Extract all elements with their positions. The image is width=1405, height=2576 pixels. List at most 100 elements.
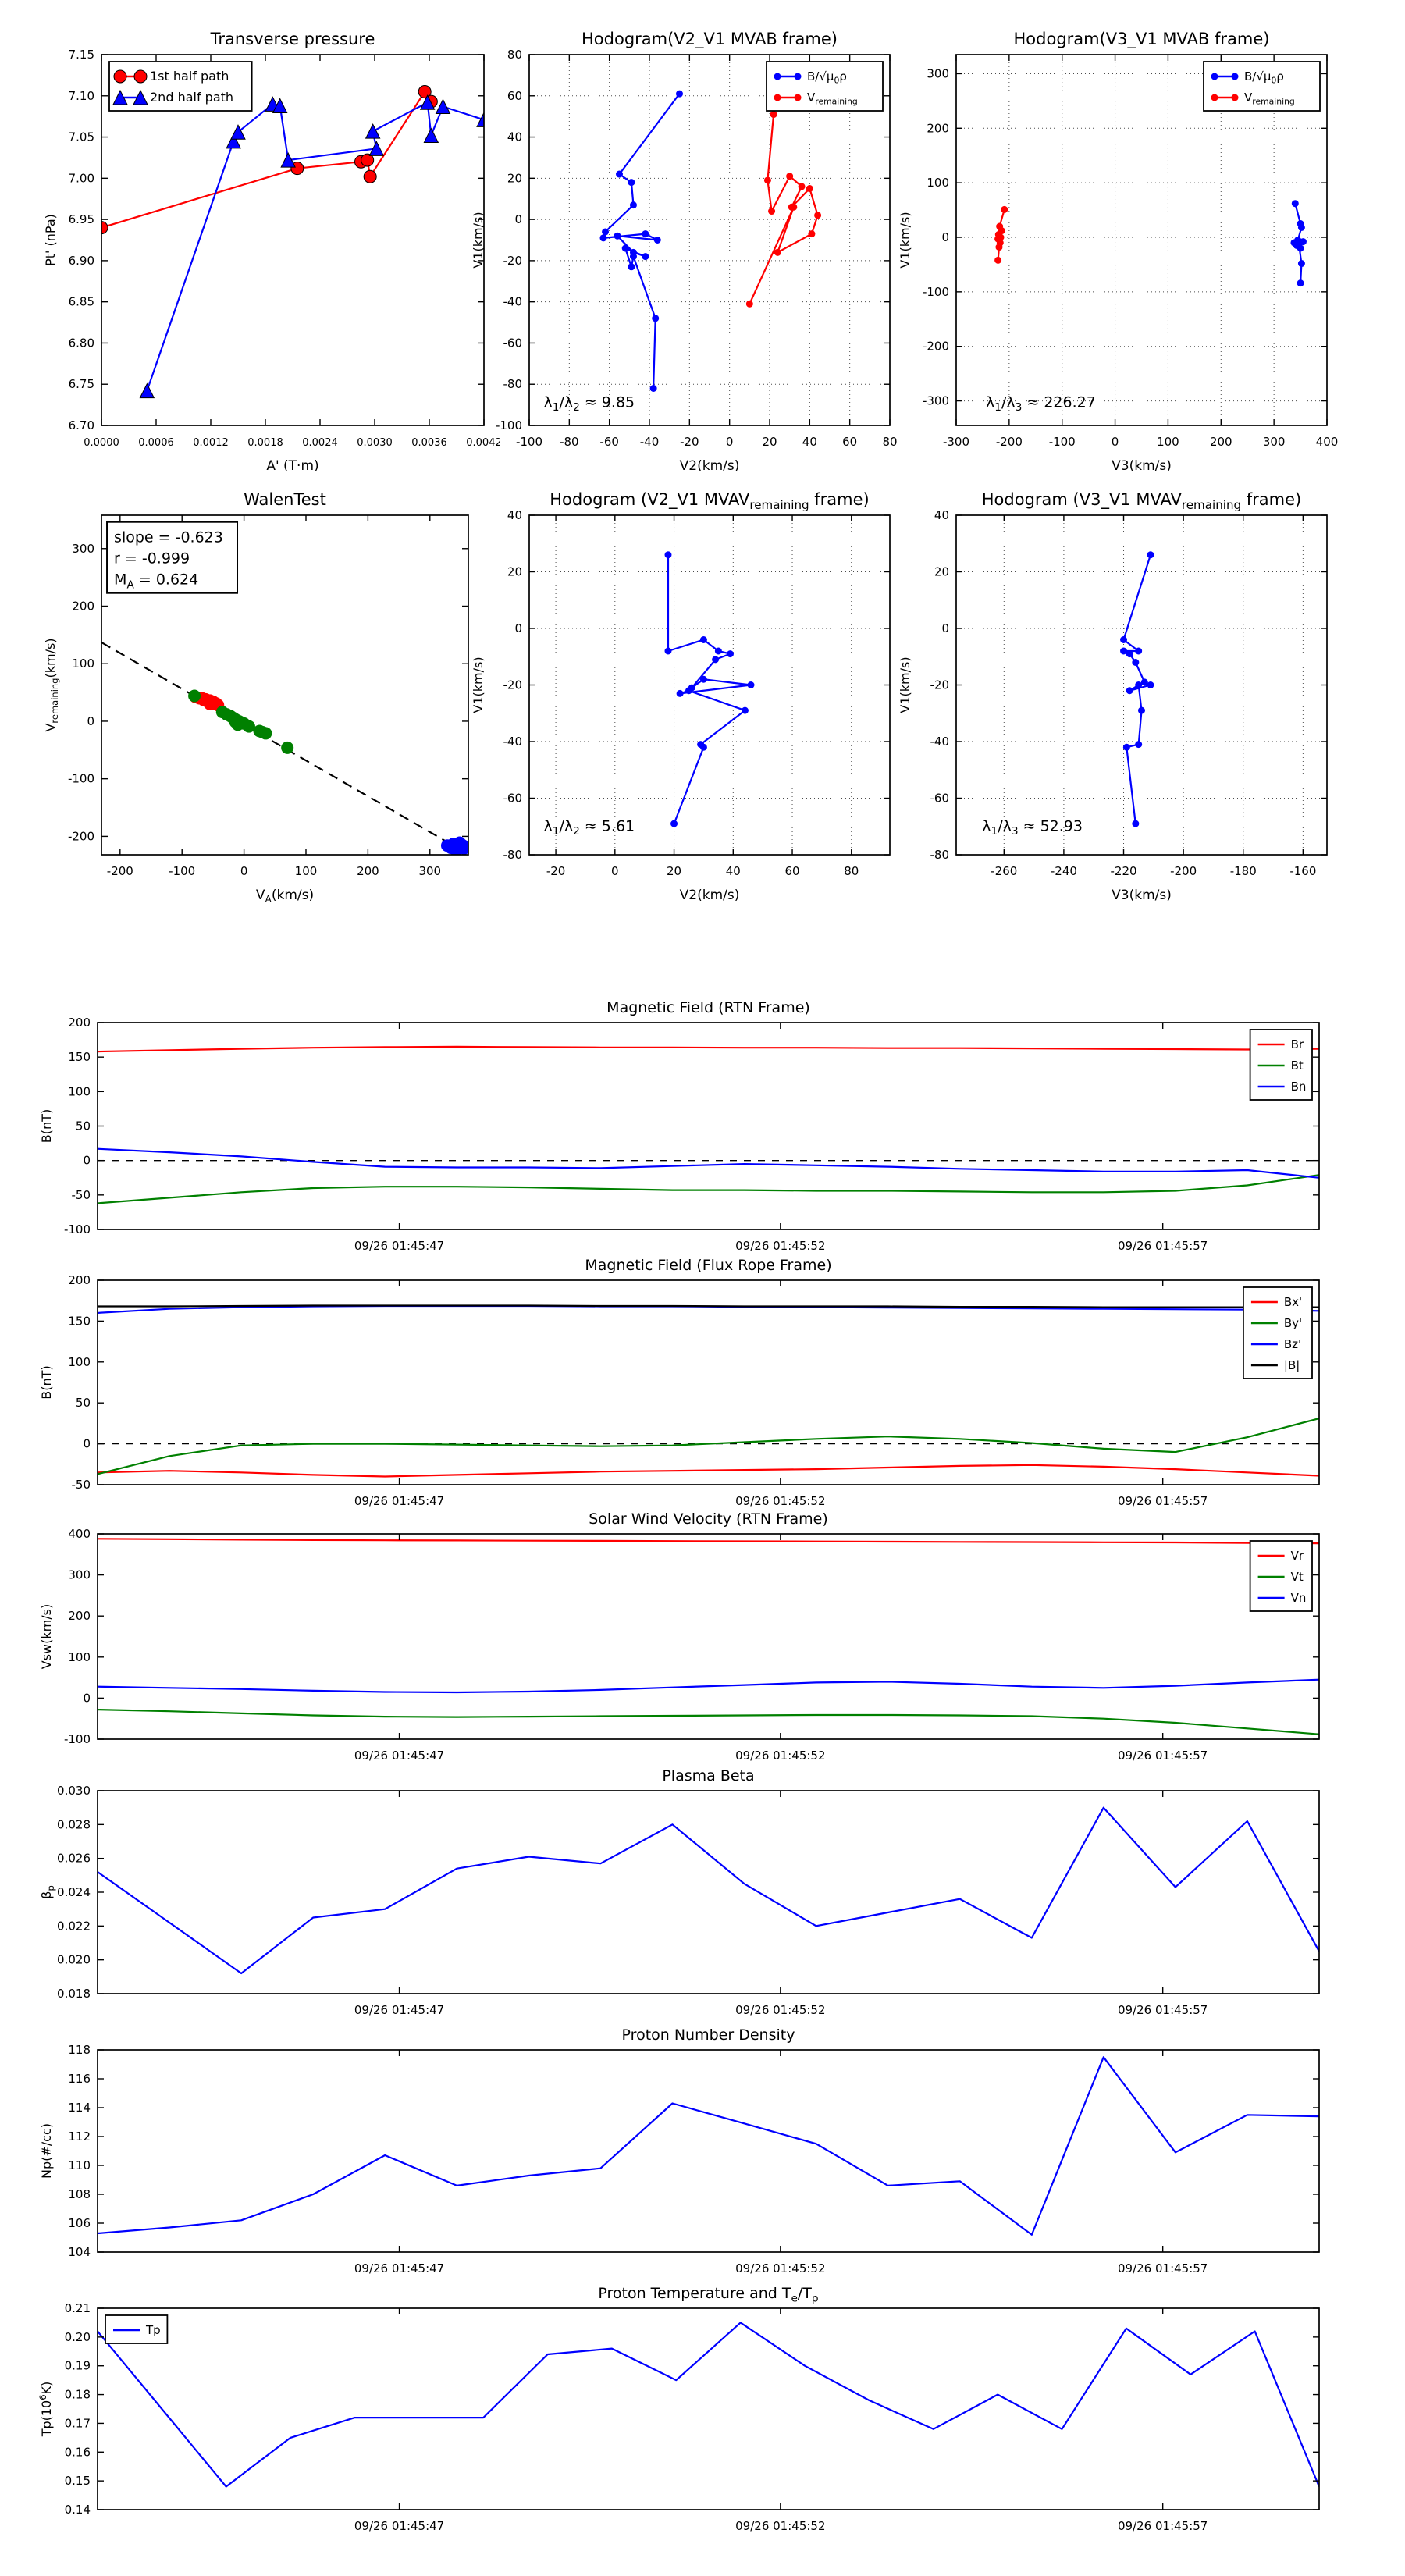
panel-hodogram-v3v1-mvab: -300 -200 -100 0 100 200 300 400 -300 -200 -100 0 10… xyxy=(898,30,1339,474)
ticks xyxy=(528,54,891,426)
ticks xyxy=(98,1022,1319,1230)
svg-text:0.026: 0.026 xyxy=(57,1852,91,1866)
legend: Bx' By' Bz' |B| xyxy=(1243,1286,1313,1379)
series-group xyxy=(98,2056,1319,2236)
chart-title: Magnetic Field (Flux Rope Frame) xyxy=(585,1257,831,1274)
svg-text:09/26 01:45:57: 09/26 01:45:57 xyxy=(1118,2003,1208,2017)
svg-text:Vremaining​: Vremaining​ xyxy=(1244,91,1295,107)
series-group xyxy=(98,2322,1319,2488)
ticks xyxy=(98,2049,1319,2253)
y-axis-label: V1(km/s) xyxy=(898,212,912,268)
y-axis-label: Pt' (nPa) xyxy=(43,214,58,266)
svg-text:-60: -60 xyxy=(503,336,523,350)
svg-text:0.028: 0.028 xyxy=(57,1817,91,1831)
series-group xyxy=(1120,551,1154,827)
svg-text:Tp: Tp xyxy=(145,2323,161,2337)
svg-text:0: 0 xyxy=(240,864,248,878)
svg-text:150: 150 xyxy=(68,1314,91,1328)
svg-text:-40: -40 xyxy=(503,295,523,309)
svg-text:0.17: 0.17 xyxy=(65,2416,91,2430)
svg-text:09/26 01:45:57: 09/26 01:45:57 xyxy=(1118,1749,1208,1763)
panel-hodogram-v2v1-mvab: -100 -80 -60 -40 -20 0 20 40 60 80 -100 -80 -60 -40 -2… xyxy=(471,30,898,474)
svg-text:40: 40 xyxy=(507,130,522,144)
ticks xyxy=(101,54,485,426)
plot-border xyxy=(97,2307,1320,2510)
svg-text:-200: -200 xyxy=(996,435,1023,449)
svg-text:40: 40 xyxy=(507,508,522,522)
svg-text:300: 300 xyxy=(72,542,94,556)
series-group xyxy=(101,641,468,855)
svg-text:6.90: 6.90 xyxy=(69,254,94,268)
svg-text:MA​ = 0.624: MA​ = 0.624 xyxy=(114,571,198,592)
svg-text:50: 50 xyxy=(76,1396,91,1410)
svg-text:09/26 01:45:47: 09/26 01:45:47 xyxy=(354,1494,444,1508)
svg-text:100: 100 xyxy=(1157,435,1179,449)
svg-text:-200: -200 xyxy=(1170,864,1197,878)
svg-text:0: 0 xyxy=(83,1154,91,1168)
plot-border xyxy=(97,2049,1320,2253)
series-group xyxy=(98,1304,1319,1478)
svg-text:40: 40 xyxy=(934,508,949,522)
svg-text:09/26 01:45:57: 09/26 01:45:57 xyxy=(1118,2519,1208,2533)
svg-text:60: 60 xyxy=(842,435,857,449)
svg-text:400: 400 xyxy=(68,1527,91,1541)
svg-text:slope = -0.623: slope = -0.623 xyxy=(114,529,223,546)
y-axis-label: Vsw(km/s) xyxy=(39,1604,54,1669)
svg-text:200: 200 xyxy=(68,1016,91,1030)
svg-text:r = -0.999: r = -0.999 xyxy=(114,550,190,568)
svg-text:-300: -300 xyxy=(923,394,949,408)
svg-text:6.95: 6.95 xyxy=(69,212,94,226)
ticks xyxy=(98,1279,1319,1485)
panel-transverse-pressure: 0.0000 0.0006 0.0012 0.0018 0.0024 0.0030 0.00… xyxy=(43,30,500,474)
svg-text:0.0030: 0.0030 xyxy=(357,437,393,449)
panel-solar-wind-velocity: 09/26 01:45:47 09/26 01:45:52 09/26 01:45:… xyxy=(39,1510,1320,1763)
plot-border xyxy=(97,1279,1320,1485)
svg-text:80: 80 xyxy=(507,48,522,62)
x-axis-label: A' (T·m) xyxy=(266,458,318,474)
svg-text:-40: -40 xyxy=(930,735,950,749)
chart-title: Hodogram(V2_V1 MVAB frame) xyxy=(582,30,838,49)
svg-text:0: 0 xyxy=(87,714,94,728)
svg-text:-100: -100 xyxy=(923,285,949,299)
ticks xyxy=(955,55,1328,425)
legend: Vr Vt Vn xyxy=(1249,1540,1313,1612)
svg-text:Bx': Bx' xyxy=(1284,1295,1302,1309)
svg-text:Vremaining​: Vremaining​ xyxy=(807,91,858,107)
chart-title: WalenTest xyxy=(244,490,326,509)
svg-text:09/26 01:45:52: 09/26 01:45:52 xyxy=(735,1749,825,1763)
x-axis-label: V2(km/s) xyxy=(680,888,740,903)
svg-text:200: 200 xyxy=(1210,435,1232,449)
plot-border xyxy=(955,54,1328,426)
svg-text:20: 20 xyxy=(934,565,949,579)
svg-text:Bt: Bt xyxy=(1291,1059,1304,1073)
svg-text:-60: -60 xyxy=(930,792,950,806)
svg-text:7.00: 7.00 xyxy=(69,171,94,185)
svg-text:Br: Br xyxy=(1291,1037,1304,1051)
svg-text:-40: -40 xyxy=(640,435,660,449)
svg-text:40: 40 xyxy=(802,435,817,449)
svg-text:0: 0 xyxy=(83,1691,91,1705)
chart-title: Magnetic Field (RTN Frame) xyxy=(606,999,810,1016)
annotation: λ1​/λ2​ ≈ 5.61 xyxy=(543,818,635,838)
svg-text:09/26 01:45:47: 09/26 01:45:47 xyxy=(354,1749,444,1763)
svg-text:0.0006: 0.0006 xyxy=(138,437,174,449)
svg-text:0.20: 0.20 xyxy=(65,2330,91,2344)
svg-text:-60: -60 xyxy=(503,792,523,806)
svg-text:Vn: Vn xyxy=(1291,1591,1307,1605)
svg-text:-100: -100 xyxy=(169,864,195,878)
panel-hodogram-v3v1-mvav: -260 -240 -220 -200 -180 -160-80-60-40-200204… xyxy=(898,490,1328,903)
svg-text:-20: -20 xyxy=(930,678,950,692)
svg-text:-260: -260 xyxy=(991,864,1017,878)
plot-border xyxy=(97,1790,1320,1994)
panel-hodogram-v2v1-mvav: -20 0 20 40 60 80 -80 -60 -40 -20 0 20 40 Hodogram (V… xyxy=(471,490,891,903)
series-group xyxy=(599,90,822,392)
svg-text:Vr: Vr xyxy=(1291,1549,1304,1563)
svg-text:-80: -80 xyxy=(503,848,523,862)
svg-text:400: 400 xyxy=(1316,435,1339,449)
svg-text:0.024: 0.024 xyxy=(57,1885,91,1899)
svg-text:80: 80 xyxy=(844,864,859,878)
svg-text:118: 118 xyxy=(68,2043,91,2057)
svg-text:0.0012: 0.0012 xyxy=(193,437,229,449)
svg-text:20: 20 xyxy=(507,565,522,579)
svg-text:106: 106 xyxy=(68,2216,91,2230)
